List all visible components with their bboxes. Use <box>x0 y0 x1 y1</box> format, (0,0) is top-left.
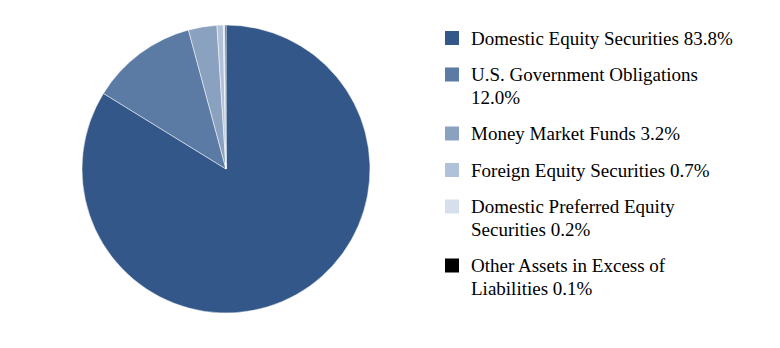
legend-text: 0.2% <box>546 219 591 240</box>
pie-slice <box>217 25 226 169</box>
legend-text: Foreign Equity Securities <box>471 160 665 181</box>
legend-item: U.S. Government Obligations12.0% <box>445 64 698 108</box>
legend-label: Domestic Equity Securities 83.8% <box>471 28 733 49</box>
legend-swatch <box>445 200 459 214</box>
legend-item: Other Assets in Excess ofLiabilities 0.1… <box>445 255 666 299</box>
legend-label: Other Assets in Excess of <box>471 255 666 276</box>
legend-text: Domestic Preferred Equity <box>471 196 675 217</box>
legend-swatch <box>445 163 459 177</box>
legend-swatch <box>445 68 459 82</box>
legend-text: Liabilities <box>471 278 548 299</box>
legend-text: 83.8% <box>679 28 733 49</box>
pie-slice <box>188 25 226 169</box>
legend-text: Domestic Equity Securities <box>471 28 679 49</box>
legend-label: Domestic Preferred Equity <box>471 196 675 217</box>
legend-text: U.S. Government Obligations <box>471 64 698 85</box>
legend-swatch <box>445 31 459 45</box>
legend-text: 3.2% <box>636 123 681 144</box>
legend-swatch <box>445 259 459 273</box>
legend-label: Foreign Equity Securities 0.7% <box>471 160 710 181</box>
legend-label: U.S. Government Obligations <box>471 64 698 85</box>
legend-text: 0.1% <box>548 278 593 299</box>
legend-item: Domestic Equity Securities 83.8% <box>445 28 733 49</box>
legend-text: Money Market Funds <box>471 123 636 144</box>
legend-text: 12.0% <box>471 87 520 108</box>
pie-slice <box>223 25 226 169</box>
legend-text: 0.7% <box>665 160 710 181</box>
legend-label: 12.0% <box>471 87 520 108</box>
legend-label: Securities 0.2% <box>471 219 590 240</box>
legend-label: Money Market Funds 3.2% <box>471 123 680 144</box>
chart: Domestic Equity Securities 83.8% U.S. Gov… <box>0 0 780 348</box>
legend-text: Securities <box>471 219 546 240</box>
legend-label: Liabilities 0.1% <box>471 278 593 299</box>
pie-slice <box>225 25 227 169</box>
legend-text: Other Assets in Excess of <box>471 255 666 276</box>
pie-slice <box>82 25 370 313</box>
pie <box>82 25 370 313</box>
legend-swatch <box>445 127 459 141</box>
legend-item: Domestic Preferred EquitySecurities 0.2% <box>445 196 675 240</box>
legend-item: Foreign Equity Securities 0.7% <box>445 160 710 181</box>
legend: Domestic Equity Securities 83.8% U.S. Gov… <box>445 28 733 299</box>
legend-item: Money Market Funds 3.2% <box>445 123 680 144</box>
